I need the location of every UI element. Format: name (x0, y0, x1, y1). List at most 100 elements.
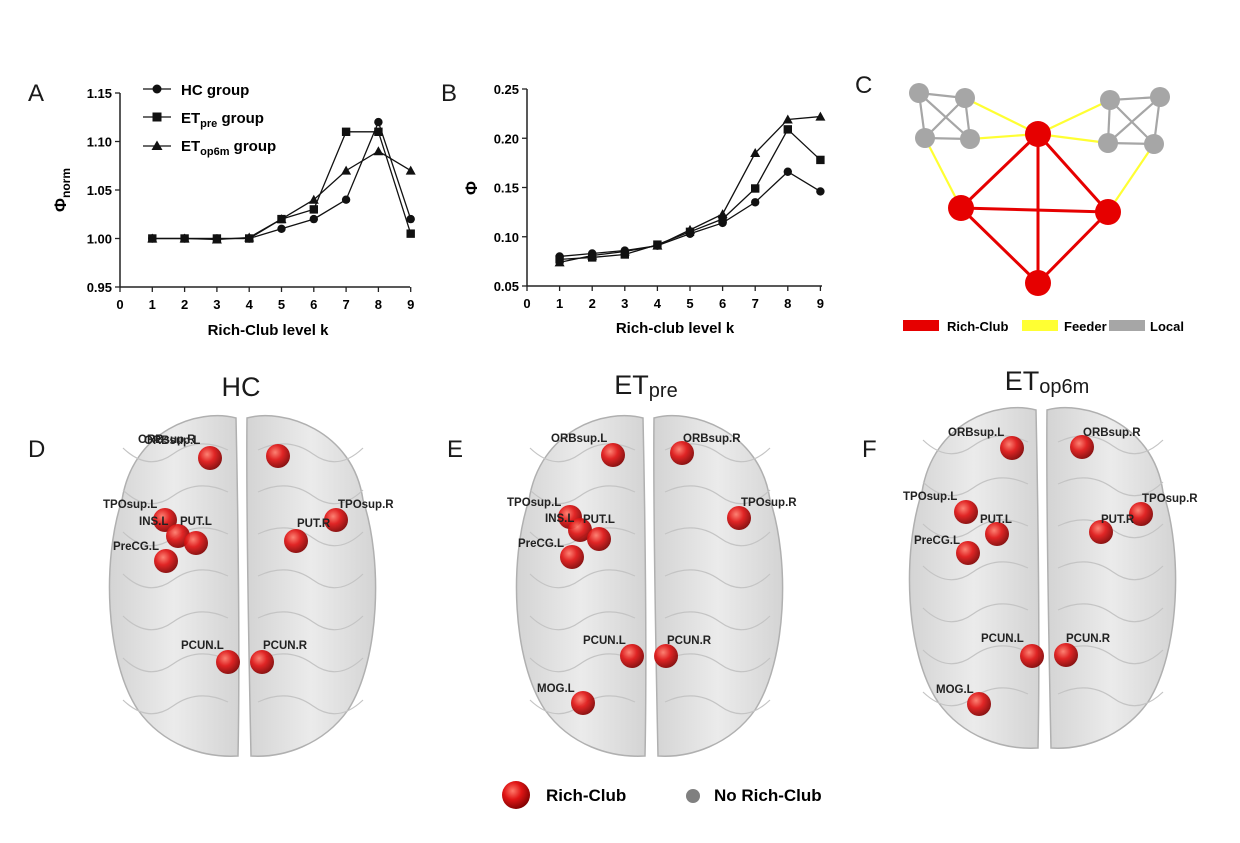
gyrus-fold (922, 645, 1029, 665)
region-label: PCUN.R (667, 635, 712, 647)
rich-club-node-icon (502, 781, 530, 809)
legend-local-label: Local (1150, 319, 1184, 334)
rich-club-node (166, 524, 190, 548)
gyrus-fold (257, 653, 364, 673)
gyrus-fold (664, 569, 771, 589)
region-label: PUT.L (180, 516, 212, 528)
gyrus-fold (122, 485, 229, 505)
rich-club-node (967, 692, 991, 716)
data-point-circle (406, 214, 415, 224)
y-tick-label: 0.95 (87, 280, 112, 295)
gyrus-fold (257, 527, 364, 547)
bottom-legend-no-rich-club: No Rich-Club (714, 786, 822, 805)
legend-local-swatch (1109, 320, 1145, 331)
chart-b-ylabel: Φ (462, 181, 481, 195)
brain-title-etpre: ETpre (614, 370, 678, 402)
data-point-triangle (685, 224, 695, 234)
legend-rich-club-swatch (903, 320, 939, 331)
data-point-triangle (554, 257, 565, 267)
rich-club-node (956, 541, 980, 565)
rich-club-node (620, 644, 644, 668)
rich-club-node (1000, 436, 1024, 460)
panel-letter-b: B (441, 80, 458, 107)
gyrus-fold (1057, 687, 1164, 707)
rich-club-node (1129, 502, 1153, 526)
gyrus-fold (529, 611, 636, 631)
x-tick-label: 6 (719, 296, 726, 311)
gyrus-fold (529, 653, 636, 673)
no-rich-club-node-icon (686, 789, 700, 803)
region-label: MOG.L (537, 683, 575, 695)
data-point-square (309, 205, 318, 214)
rich-club-node (184, 531, 208, 555)
rich-club-node (324, 508, 348, 532)
region-label: TPOsup.R (338, 499, 394, 511)
data-point-triangle (587, 250, 598, 260)
gyrus-fold (1057, 435, 1164, 455)
region-label: PreCG.L (113, 541, 159, 553)
region-label: TPOsup.L (507, 497, 561, 509)
legend-circle-marker (152, 84, 162, 94)
rich-club-node (985, 522, 1009, 546)
x-tick-label: 1 (556, 296, 563, 311)
x-tick-label: 3 (621, 296, 628, 311)
rich-club-node (954, 500, 978, 524)
legend-triangle-marker (151, 140, 163, 150)
brain-title-etop6m: ETop6m (1004, 366, 1090, 398)
rich-club-edges (959, 132, 1110, 285)
legend-feeder-label: Feeder (1064, 319, 1107, 334)
region-label: TPOsup.R (741, 497, 797, 509)
data-point-square (374, 127, 383, 136)
x-tick-label: 7 (342, 297, 349, 312)
gyrus-fold (664, 695, 771, 715)
x-tick-label: 0 (116, 297, 123, 312)
gyrus-fold (122, 695, 229, 715)
data-point-circle (816, 187, 825, 196)
gyrus-fold (922, 561, 1029, 581)
data-point-circle (374, 117, 383, 127)
y-tick-label: 0.20 (494, 131, 519, 146)
region-label: ORBsup.R (138, 434, 196, 446)
data-point-circle (751, 198, 760, 207)
x-tick-label: 5 (686, 296, 693, 311)
y-tick-label: 0.15 (494, 181, 519, 196)
gyrus-fold (122, 611, 229, 631)
gyrus-fold (1057, 561, 1164, 581)
x-tick-label: 5 (278, 297, 285, 312)
rich-club-node (568, 518, 592, 542)
rich-club-node (670, 441, 694, 465)
x-tick-label: 9 (817, 296, 824, 311)
data-point-triangle (815, 111, 826, 121)
gyrus-fold (1057, 603, 1164, 623)
data-point-triangle (717, 209, 728, 219)
rich-club-node (250, 650, 274, 674)
bottom-legend-rich-club: Rich-Club (546, 786, 626, 805)
panel-letter-f: F (862, 436, 877, 463)
data-point-circle (341, 195, 351, 204)
panel-letter-a: A (28, 80, 45, 107)
region-label: ORBsup.L (948, 427, 1004, 439)
region-label: ORBsup.R (683, 433, 741, 445)
y-tick-label: 1.05 (87, 183, 112, 198)
rich-club-node (587, 527, 611, 551)
legend-square-marker (152, 112, 162, 122)
chart-a-xlabel: Rich-Club level k (208, 322, 330, 339)
region-label: TPOsup.L (903, 491, 957, 503)
gyrus-fold (1057, 477, 1164, 497)
rich-club-node (198, 446, 222, 470)
rich-club-node (1020, 644, 1044, 668)
rich-club-node (560, 545, 584, 569)
rich-club-node (216, 650, 240, 674)
data-point-square (718, 214, 727, 224)
data-point-circle (277, 224, 286, 233)
region-label: PCUN.L (181, 640, 224, 652)
legend-etpre-label: ETpre group (181, 110, 264, 130)
data-point-triangle (244, 232, 255, 242)
network-diagram: Rich-Club Feeder Local (903, 83, 1184, 334)
region-label: PCUN.R (1066, 633, 1111, 645)
rich-club-node (601, 443, 625, 467)
gyrus-fold (922, 477, 1029, 497)
gyrus-fold (664, 485, 771, 505)
region-label: PreCG.L (914, 535, 960, 547)
